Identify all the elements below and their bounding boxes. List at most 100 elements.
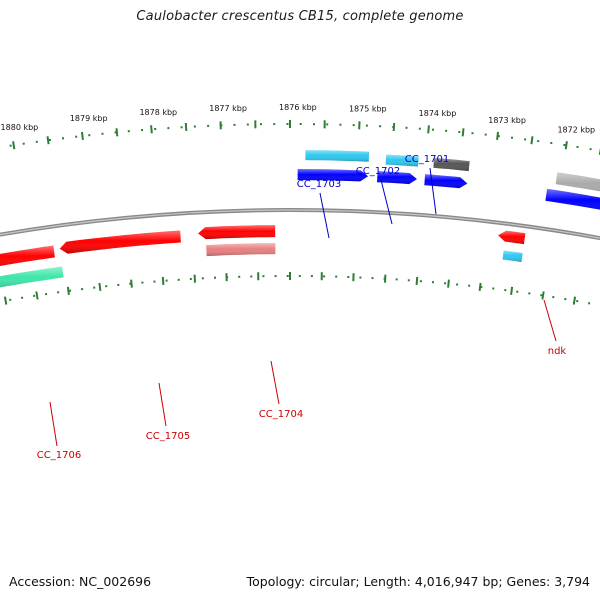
outer-scale-dot	[497, 135, 500, 138]
label-layer: CC_1706 CC_1705 CC_1704 ndk CC_1703 CC_1702 CC…	[37, 154, 567, 461]
outer-scale-dot	[260, 123, 262, 126]
inner-scale-dot	[432, 281, 434, 284]
inner-scale-dot	[153, 280, 156, 283]
inner-scale-dot	[504, 289, 507, 292]
gene-label: ndk	[548, 346, 567, 357]
outer-scale-tick	[12, 141, 16, 150]
inner-scale-dot	[45, 293, 48, 296]
inner-scale-tick	[98, 282, 102, 292]
outer-scale-dot	[524, 138, 527, 141]
inner-scale-dot	[347, 276, 350, 278]
outer-scale-dot	[550, 142, 553, 144]
inner-scale-dot	[69, 289, 72, 292]
outer-scale-tick	[392, 122, 396, 132]
outer-scale-tick	[184, 122, 188, 132]
outer-scale-dot	[484, 133, 487, 136]
inner-scale-dot	[238, 275, 241, 278]
outer-scale-dot	[576, 146, 579, 148]
inner-scale-tick	[161, 276, 165, 285]
outer-scale-dot	[48, 139, 51, 141]
outer-scale-dot	[246, 123, 249, 126]
inner-scale-tick	[3, 296, 8, 305]
cc1702-gene-shade	[377, 171, 417, 185]
gene-label: CC_1701	[405, 154, 449, 165]
feature-layer	[0, 150, 600, 288]
scale-label: 1872 kbp	[557, 126, 595, 135]
outer-scale-tick	[530, 136, 534, 145]
inner-scale-tick	[35, 291, 39, 300]
inner-scale-dot	[141, 281, 144, 284]
outer-scale-tick	[81, 131, 84, 141]
genome-title: Caulobacter crescentus CB15, complete ge…	[136, 9, 464, 24]
cc1702-cds-shade	[385, 154, 419, 167]
inner-scale-dot	[9, 298, 12, 301]
outer-scale-dot	[563, 144, 566, 146]
inner-scale-dot	[105, 285, 108, 288]
outer-scale-dot	[313, 123, 315, 126]
outer-scale-tick	[115, 128, 119, 137]
cc1703-gene-shade	[297, 169, 369, 182]
outer-scale-dot	[273, 123, 276, 126]
inner-scale-dot	[189, 278, 192, 280]
outer-scale-dot	[127, 130, 130, 133]
inner-scale-dot	[359, 276, 362, 279]
outer-scale-dot	[180, 126, 183, 129]
genome-summary-text: Topology: circular; Length: 4,016,947 bp…	[246, 574, 590, 589]
inner-scale-tick	[541, 291, 545, 300]
inner-scale-dot	[201, 277, 204, 280]
inner-scale-dot	[250, 275, 253, 278]
inner-scale-dot	[371, 277, 374, 280]
gene-label: CC_1706	[37, 450, 81, 461]
ndk-gene-shade	[498, 230, 526, 245]
inner-scale-dot	[528, 292, 531, 295]
outer-scale-dot	[352, 124, 355, 127]
inner-scale-dot	[57, 291, 60, 294]
leader-line	[543, 299, 557, 342]
inner-scale-tick	[415, 276, 419, 285]
outer-scale-dot	[207, 124, 210, 127]
outer-scale-dot	[9, 144, 12, 147]
inner-scale-dot	[93, 286, 96, 289]
inner-scale-dot	[33, 294, 36, 297]
outer-scale-dot	[299, 123, 302, 125]
inner-scale-dot	[540, 294, 543, 297]
inner-scale-dot	[129, 282, 132, 285]
outer-scale-dot	[101, 132, 104, 135]
inner-scale-dot	[310, 275, 313, 278]
inner-scale-tick	[447, 279, 450, 288]
outer-scale-dot	[233, 123, 236, 126]
outer-scale-dot	[339, 123, 342, 126]
ruler-layer: 1872 kbp 1873 kbp 1874 kbp 1875 kbp 1876 kbp…	[1, 103, 600, 305]
gene-label: CC_1703	[297, 179, 341, 190]
scale-label: 1876 kbp	[279, 103, 317, 112]
leader-line	[319, 192, 330, 239]
scale-label: 1877 kbp	[209, 104, 247, 113]
inner-scale-tick	[130, 279, 133, 288]
cc1701-cds-shade	[433, 157, 470, 172]
inner-scale-dot	[335, 275, 338, 278]
outer-scale-dot	[193, 125, 196, 128]
leader-line	[270, 360, 280, 405]
inner-scale-dot	[262, 275, 265, 278]
scale-label: 1873 kbp	[488, 116, 526, 125]
leader-line	[49, 401, 58, 447]
inner-scale-tick	[572, 296, 577, 305]
inner-scale-dot	[564, 298, 567, 301]
cc1703-cds-shade	[305, 150, 370, 162]
outer-scale-dot	[154, 128, 157, 130]
outer-scale-tick	[427, 125, 430, 134]
cc1706-gene-shade	[0, 245, 55, 267]
inner-scale-dot	[468, 284, 471, 287]
outer-scale-tick	[150, 125, 153, 134]
outer-scale-dot	[365, 124, 368, 127]
extra-cds-shade	[555, 172, 600, 192]
inner-scale-dot	[456, 283, 459, 286]
leader-line	[158, 382, 167, 427]
outer-scale-dot	[141, 129, 143, 132]
inner-scale-dot	[117, 283, 120, 286]
outer-scale-dot	[445, 129, 448, 132]
inner-scale-dot	[492, 287, 495, 290]
cc1706-cds-shade	[0, 266, 64, 288]
